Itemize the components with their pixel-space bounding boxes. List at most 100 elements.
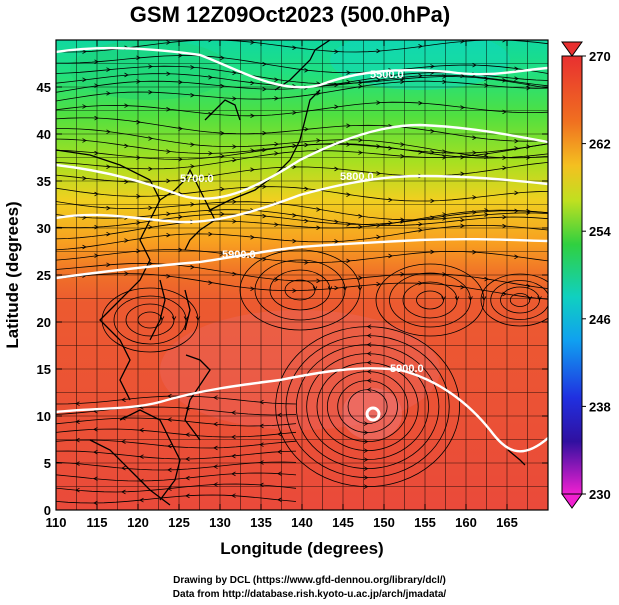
streamline-arrow: [231, 493, 236, 498]
streamline-arrow: [292, 213, 297, 218]
streamline-arrow: [418, 221, 423, 227]
streamline-arrow: [231, 410, 236, 415]
streamline-arrow: [250, 113, 255, 119]
streamline-arrow: [124, 271, 129, 276]
x-tick-label: 150: [373, 515, 395, 530]
streamline: [56, 406, 297, 416]
streamline-arrow: [316, 207, 321, 212]
streamline-arrow: [430, 64, 435, 69]
streamline-arrow: [259, 423, 264, 429]
streamline-arrow: [231, 453, 236, 459]
streamline-arrow: [366, 360, 372, 365]
streamline-arrow: [195, 316, 201, 321]
streamline-arrow: [185, 432, 190, 437]
streamline-arrow: [208, 40, 213, 43]
streamline-arrow: [148, 224, 153, 230]
streamline-arrow: [346, 70, 351, 75]
y-tick-label: 25: [37, 268, 51, 283]
colorbar-tick-label: 246: [589, 312, 611, 327]
streamline-arrow: [167, 443, 172, 449]
streamline: [56, 439, 297, 449]
streamline-arrow: [208, 75, 213, 80]
streamline: [56, 117, 548, 142]
streamline-arrow: [231, 434, 236, 440]
streamline-arrow: [363, 448, 369, 453]
streamline-arrow: [139, 427, 144, 433]
streamline-arrow: [166, 149, 171, 154]
streamline-arrow: [460, 171, 465, 177]
streamline-arrow: [277, 497, 282, 503]
streamline-arrow: [376, 281, 381, 287]
streamline-arrow: [346, 79, 351, 85]
y-tick-label: 45: [37, 80, 51, 95]
chart-title: GSM 12Z09Oct2023 (500.0hPa): [130, 2, 450, 27]
streamline-arrow: [208, 151, 213, 156]
streamline-arrow: [262, 130, 267, 136]
streamline-arrow: [166, 274, 171, 279]
streamline-arrow: [418, 100, 423, 106]
streamline-arrow: [166, 178, 171, 184]
streamline-arrow: [334, 166, 339, 172]
x-axis-label: Longitude (degrees): [220, 539, 383, 558]
streamline-arrow: [213, 421, 218, 427]
streamline-arrow: [75, 419, 80, 424]
y-axis-label: Latitude (degrees): [3, 201, 22, 348]
streamline-arrow: [418, 280, 423, 286]
streamline-arrow: [481, 296, 487, 301]
streamline-arrow: [358, 150, 363, 155]
streamline-arrow: [178, 156, 183, 162]
streamline-arrow: [274, 96, 279, 101]
streamline-arrow: [363, 475, 369, 480]
streamline-arrow: [304, 218, 309, 224]
streamline-arrow: [190, 202, 195, 207]
streamline-arrow: [430, 150, 435, 155]
streamline-arrow: [484, 212, 489, 217]
colorbar-tick-label: 254: [589, 224, 611, 239]
streamline-arrow: [106, 231, 111, 237]
streamline-arrow: [484, 151, 489, 156]
streamline-arrow: [259, 442, 264, 447]
streamline-arrow: [124, 103, 129, 108]
streamline-arrow: [418, 73, 423, 79]
streamline-arrow: [250, 80, 255, 86]
streamline-arrow: [220, 83, 225, 89]
streamline-arrow: [190, 92, 195, 98]
grid-lines: [56, 40, 548, 510]
streamline-arrow: [376, 144, 381, 149]
streamline-arrow: [94, 224, 99, 230]
streamline-arrow: [312, 286, 318, 291]
streamline-arrow: [376, 77, 381, 83]
streamline-arrow: [460, 105, 465, 110]
streamline-arrow: [106, 205, 111, 211]
streamline: [56, 209, 548, 240]
streamline-arrow: [185, 493, 190, 499]
streamline: [56, 65, 548, 89]
streamline-arrow: [363, 430, 369, 435]
streamline-arrow: [366, 369, 372, 374]
streamline-arrow: [366, 351, 372, 356]
streamline-arrow: [190, 264, 195, 270]
y-tick-label: 20: [37, 315, 51, 330]
streamline: [56, 417, 297, 427]
streamline-arrow: [346, 123, 351, 128]
streamline-arrow: [166, 71, 171, 77]
streamline-arrow: [262, 147, 267, 153]
streamline-arrow: [94, 83, 99, 88]
streamline-arrow: [366, 378, 372, 383]
streamline-arrow: [208, 231, 213, 237]
streamline-arrow: [82, 176, 87, 181]
streamline-arrow: [363, 457, 369, 462]
streamline-arrow: [232, 144, 237, 149]
colorbar-tick-label: 238: [589, 399, 611, 414]
colorbar-tick-label: 262: [589, 137, 611, 152]
streamline-arrow: [388, 73, 393, 78]
streamline-arrow: [460, 284, 465, 290]
streamline-arrow: [82, 138, 87, 143]
streamline-arrow: [357, 286, 363, 291]
x-tick-label: 160: [455, 515, 477, 530]
streamline-arrow: [232, 157, 237, 163]
streamline-arrow: [366, 333, 372, 338]
streamline-arrow: [442, 216, 447, 221]
streamline-arrow: [442, 155, 447, 160]
plot-area: 5500.0 5700.0 5800.0 5900.0 5900.0: [56, 40, 548, 510]
